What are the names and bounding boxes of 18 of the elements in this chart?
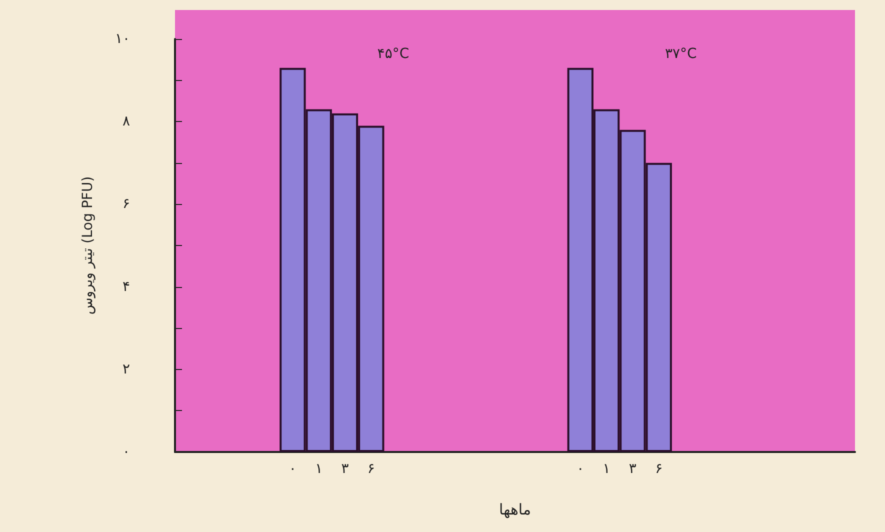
y-tick-label: ۸: [122, 114, 130, 130]
x-tick-label: ۰: [576, 461, 584, 477]
y-tick-label: ۲: [122, 361, 130, 378]
annotation: ۳۷°C: [665, 46, 698, 62]
y-axis-title: تیتر ویروس (Log PFU): [80, 176, 96, 315]
y-tick-label: ۰: [122, 444, 130, 460]
x-tick-label: ۰: [288, 461, 296, 477]
y-tick-label: ۴: [122, 278, 130, 295]
x-tick-label: ۱: [602, 461, 610, 477]
x-tick-label: ۱: [315, 461, 323, 477]
y-tick-label: ۱۰: [114, 31, 130, 47]
x-tick-label: ۶: [367, 461, 375, 477]
x-tick-label: ۳: [628, 461, 637, 477]
x-tick-label: ۳: [341, 461, 350, 477]
x-axis-title: ماهها: [499, 500, 531, 518]
y-tick-label: ۶: [122, 196, 130, 212]
annotation: ۴۵°C: [377, 46, 410, 62]
x-tick-label: ۶: [655, 461, 663, 477]
